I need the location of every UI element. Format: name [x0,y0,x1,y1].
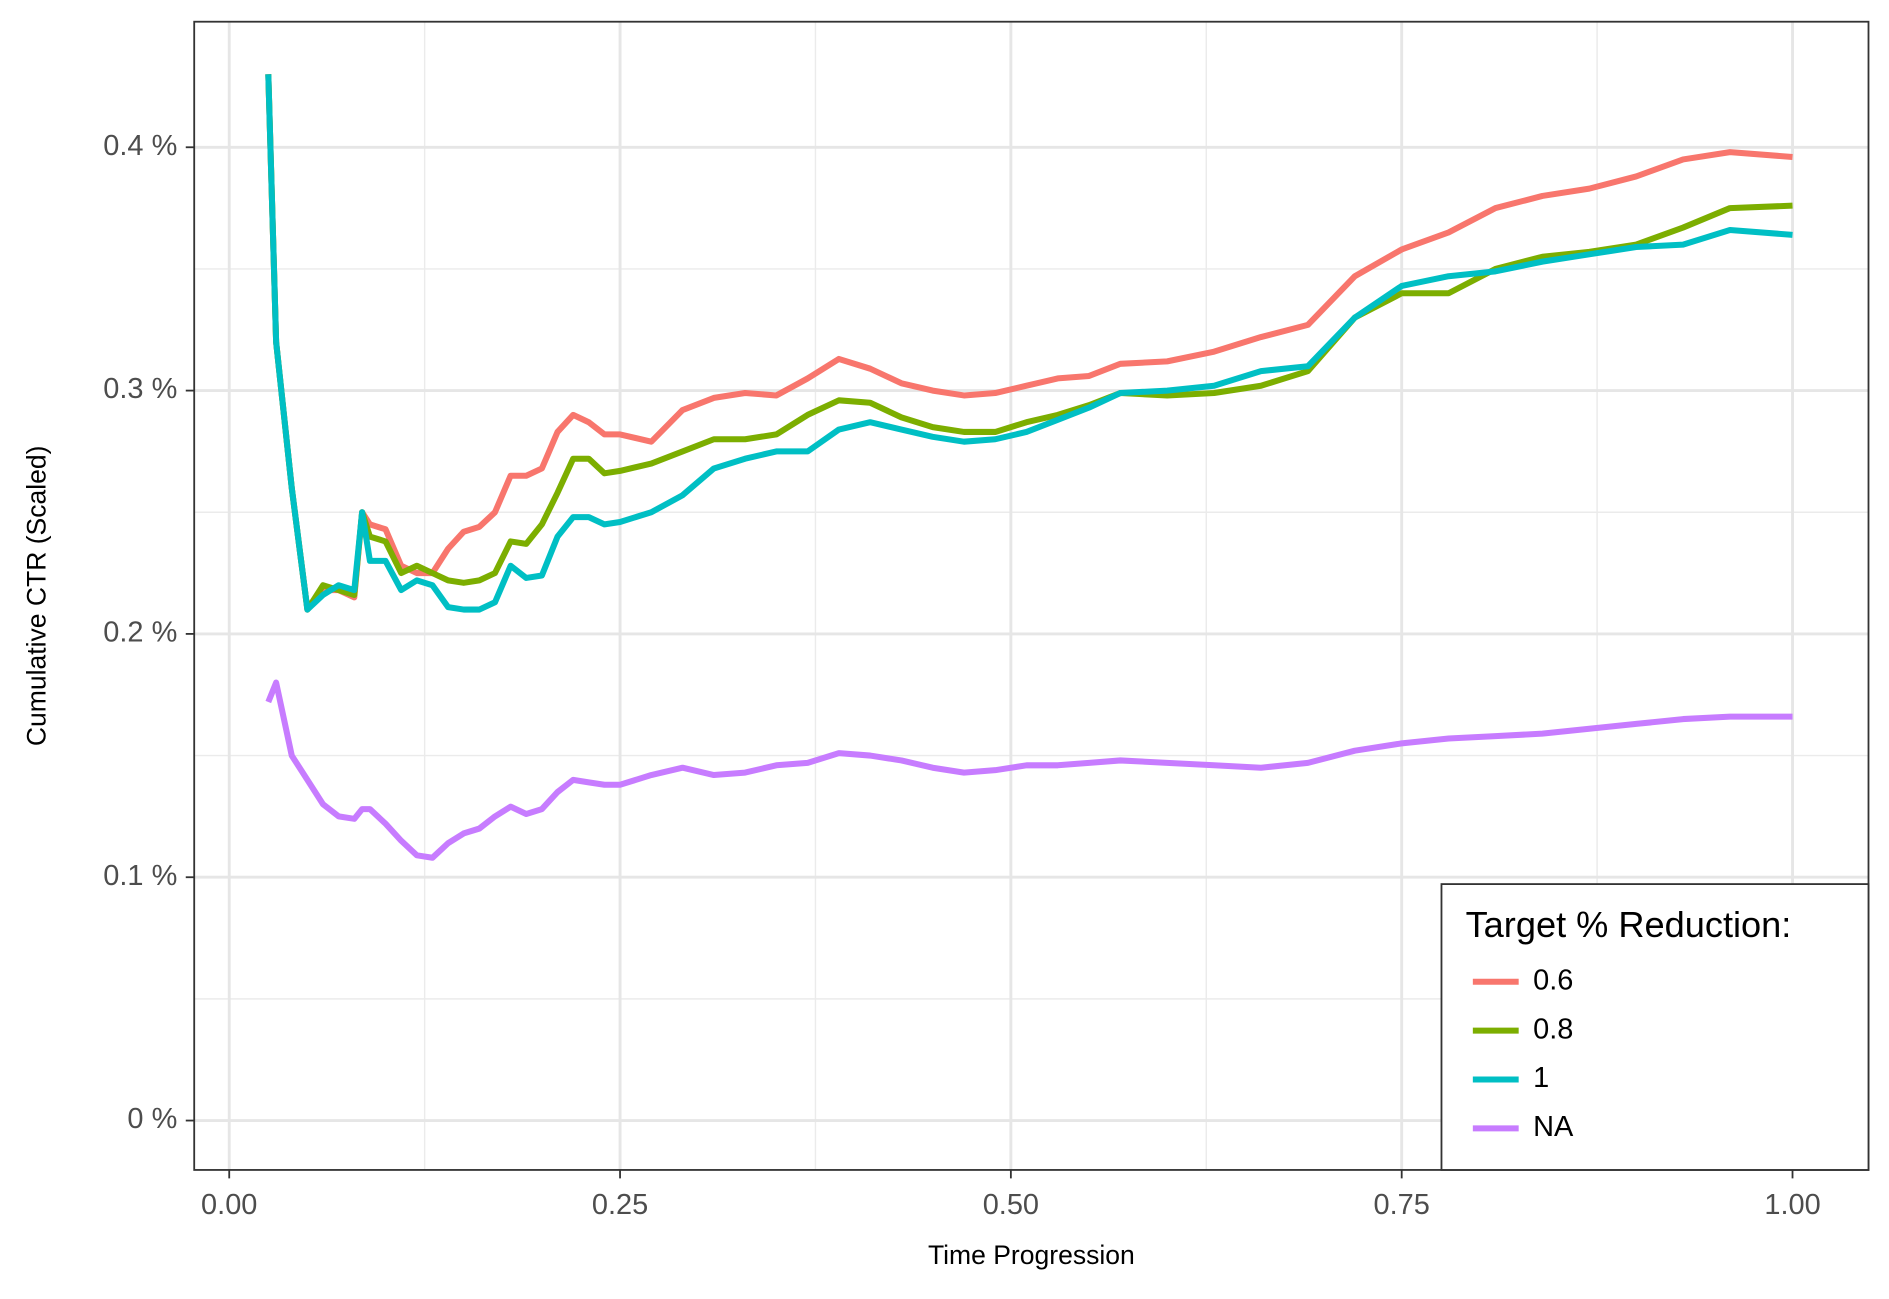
y-tick-label: 0.4 % [103,130,177,162]
x-tick-label: 0.25 [592,1189,648,1221]
x-tick-label: 0.75 [1374,1189,1430,1221]
legend-label: NA [1533,1111,1574,1143]
series-line [265,74,1793,613]
y-tick-label: 0.2 % [103,617,177,649]
plot-border [193,20,1870,1171]
x-axis-title: Time Progression [928,1240,1135,1270]
series-line [265,74,1793,613]
legend-label: 0.8 [1533,1013,1573,1045]
y-tick-label: 0.3 % [103,373,177,405]
legend-box [1440,883,1870,1171]
legend-title: Target % Reduction: [1466,904,1792,945]
y-tick-label: 0.1 % [103,860,177,892]
series-line [265,679,1793,861]
legend-label: 0.6 [1533,964,1573,996]
x-tick-label: 1.00 [1764,1189,1820,1221]
y-axis-title: Cumulative CTR (Scaled) [22,446,52,747]
x-tick-label: 0.00 [201,1189,257,1221]
legend-label: 1 [1533,1062,1549,1094]
y-tick-label: 0 % [127,1103,177,1135]
x-tick-label: 0.50 [983,1189,1039,1221]
